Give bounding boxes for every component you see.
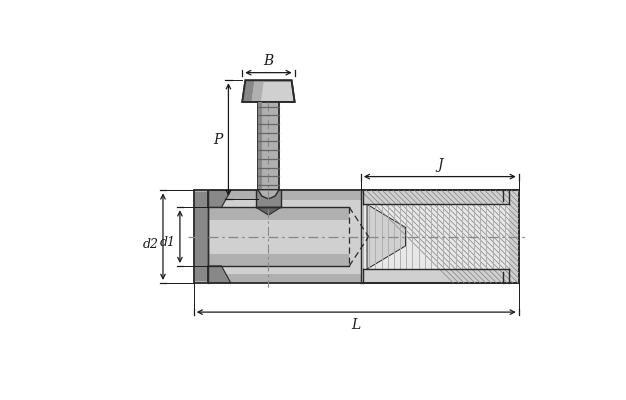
Text: B: B — [264, 54, 274, 68]
Bar — [361, 190, 519, 283]
Bar — [258, 102, 279, 190]
Bar — [208, 207, 349, 266]
Text: L: L — [352, 318, 361, 332]
Polygon shape — [258, 190, 279, 199]
Bar — [194, 274, 361, 283]
Polygon shape — [242, 80, 295, 102]
Text: P: P — [213, 133, 223, 147]
Polygon shape — [242, 80, 255, 102]
Polygon shape — [256, 207, 281, 215]
Bar — [363, 204, 510, 269]
Bar — [194, 200, 361, 274]
Polygon shape — [367, 204, 406, 269]
Polygon shape — [208, 190, 231, 207]
Bar — [258, 102, 262, 190]
Bar — [194, 192, 208, 281]
Text: J: J — [437, 158, 443, 172]
Bar — [194, 190, 361, 200]
Text: d1: d1 — [160, 236, 176, 249]
Bar — [361, 190, 519, 283]
Bar — [208, 220, 349, 254]
Text: d2: d2 — [143, 238, 159, 251]
Polygon shape — [252, 80, 264, 102]
Polygon shape — [208, 266, 231, 283]
Bar — [194, 190, 519, 283]
Bar — [256, 190, 281, 207]
